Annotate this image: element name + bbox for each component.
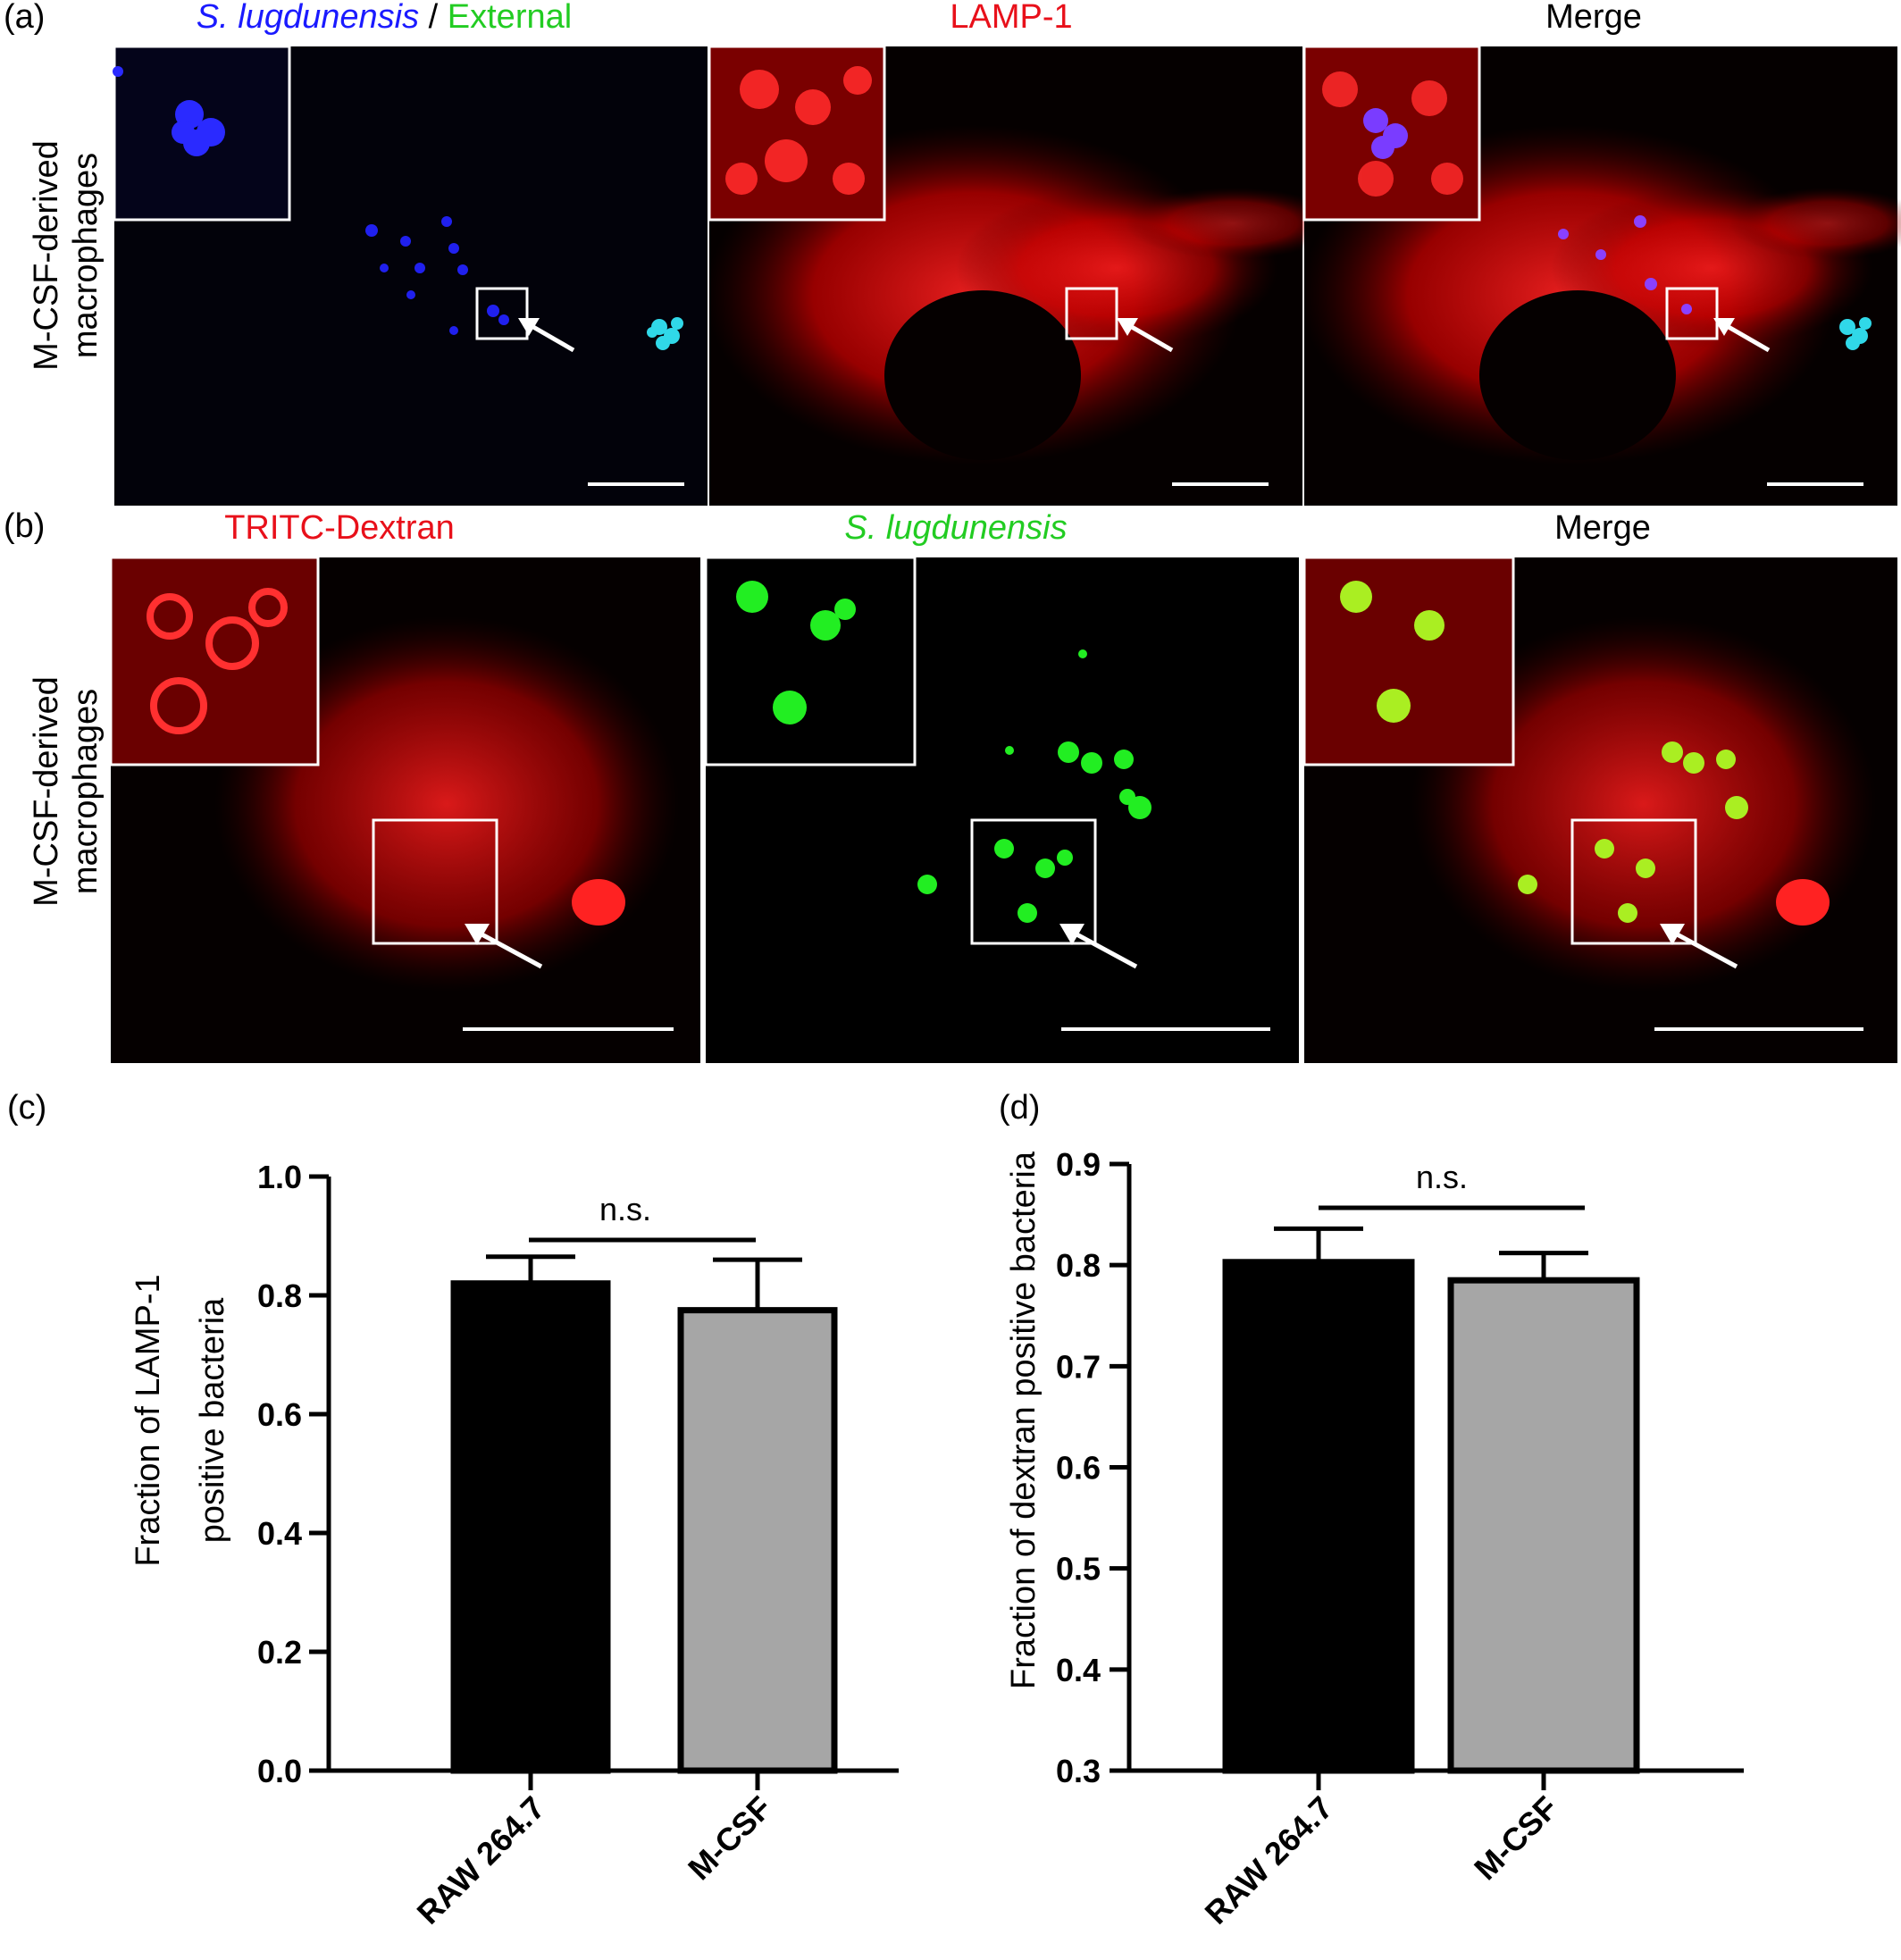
image-b3 (1302, 556, 1897, 1063)
image-a3 (1301, 45, 1901, 506)
panel-a-title-3: Merge (1545, 0, 1642, 36)
y-tick-label: 0.3 (1056, 1753, 1101, 1789)
y-tick-label: 0.4 (257, 1515, 302, 1552)
y-tick-label: 0.6 (257, 1396, 302, 1433)
bar-mcsf (1447, 1277, 1640, 1774)
y-tick-label: 0.2 (257, 1634, 302, 1671)
image-a1 (113, 45, 708, 506)
x-tick-label: RAW 264.7 (410, 1789, 552, 1931)
x-tick-label: M-CSF (1467, 1789, 1565, 1888)
y-tick-label: 0.4 (1056, 1652, 1101, 1688)
image-b2 (704, 556, 1299, 1063)
micrograph-row-b (109, 556, 1897, 1063)
y-tick-label: 0.5 (1056, 1551, 1101, 1587)
y-tick-label: 0.7 (1056, 1348, 1101, 1385)
title-organism: S. lugdunensis (196, 0, 420, 36)
title-external: External (447, 0, 573, 36)
panel-a-title-1: S. lugdunensis / External (116, 0, 652, 37)
image-a2 (706, 45, 1340, 506)
panel-label-a: (a) (4, 0, 46, 36)
y-axis-label: Fraction of dextran positive bacteria (1005, 1151, 1043, 1689)
micrograph-row-a (113, 45, 1901, 506)
panel-b-title-3: Merge (1554, 509, 1651, 547)
y-axis-label-line2: positive bacteria (194, 1297, 231, 1543)
y-tick-label: 0.0 (257, 1753, 302, 1789)
panel-label-c: (c) (7, 1089, 46, 1127)
y-tick-label: 0.9 (1056, 1146, 1101, 1183)
y-tick-label: 0.8 (1056, 1247, 1101, 1284)
y-axis-label: Fraction of LAMP-1 (130, 1274, 167, 1566)
bar-mcsf (677, 1307, 838, 1774)
significance-label: n.s. (1416, 1159, 1468, 1195)
x-tick-label: RAW 264.7 (1198, 1789, 1340, 1931)
panel-a-title-2: LAMP-1 (950, 0, 1073, 36)
panel-label-b: (b) (4, 507, 46, 545)
panel-b-title-1: TRITC-Dextran (224, 509, 455, 547)
x-tick-label: M-CSF (681, 1789, 779, 1888)
y-tick-label: 0.6 (1056, 1450, 1101, 1487)
bar-raw (450, 1280, 611, 1774)
bar-raw (1222, 1259, 1415, 1774)
y-tick-label: 1.0 (257, 1159, 302, 1195)
y-tick-label: 0.8 (257, 1277, 302, 1314)
image-b1 (109, 556, 700, 1063)
title-separator: / (419, 0, 448, 36)
panel-b-title-2: S. lugdunensis (844, 509, 1068, 547)
panel-label-d: (d) (999, 1089, 1040, 1127)
significance-label: n.s. (599, 1191, 651, 1227)
